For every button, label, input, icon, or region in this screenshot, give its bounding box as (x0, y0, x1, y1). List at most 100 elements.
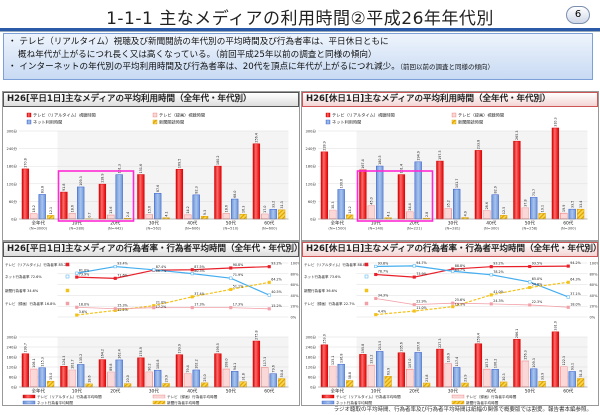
line-marker (412, 264, 416, 268)
data-label: 16.3 (241, 206, 245, 213)
newspaper-bar (277, 378, 286, 388)
legend-label: 新聞行為者平均時間 (167, 400, 200, 405)
line-marker (190, 295, 194, 299)
footnote: ラジオ聴取の平均時間、行為者率及び行為者平均時間は紙幅の関係で概要版では割愛。報… (333, 407, 592, 413)
data-label: 122.3 (562, 356, 566, 365)
line-series-label: ネット行為者率 72.6% (5, 274, 42, 279)
line-marker (412, 309, 416, 313)
legend-swatch (152, 400, 166, 405)
panel-title: H26[平日1日]主なメディアの平均利用時間（全年代・年代別） (3, 92, 299, 107)
recording-bar (30, 213, 38, 220)
line-marker (412, 275, 416, 279)
data-label: 108.1 (32, 358, 36, 367)
tv-bar (320, 151, 329, 220)
data-label: 28.6 (485, 202, 489, 209)
tv-bar (214, 353, 222, 388)
panel-holiday-rate: H26[休日1日]主なメディアの行為者率・行為者平均時間（全年代・年代別） 0%… (301, 241, 599, 406)
line-data-label: 73.9% (416, 272, 426, 276)
line-data-label: 15.2% (271, 304, 281, 308)
newspaper-bar (46, 215, 55, 220)
data-label: 82.9 (493, 186, 497, 193)
data-label: 117.4 (455, 357, 459, 366)
data-label: 12.5 (502, 207, 506, 214)
recording-bar (184, 373, 192, 388)
data-label: 151.6 (139, 164, 143, 173)
data-label: 107.0 (408, 359, 412, 368)
y-tick-label: 60分 (9, 375, 18, 380)
line-marker (229, 266, 233, 270)
data-label: 259.4 (477, 333, 481, 342)
data-label: 174.9 (139, 347, 143, 356)
net-bar (530, 368, 538, 388)
data-label: 23.9 (463, 374, 467, 381)
summary-bullet-1-cont: 概ね年代が上がるにつれ長く又は高くなっている。（前回平成25年以前の調査と同様の… (8, 49, 592, 62)
net-bar (231, 198, 239, 220)
right-axis-label: 40% (291, 294, 300, 298)
line-data-label: 87.5% (194, 265, 204, 269)
legend-label: ネット利用時間 (332, 119, 361, 126)
data-label: 4.1 (386, 211, 390, 216)
x-tick-label: 全年代 (32, 388, 46, 395)
y-tick-label: 120分 (7, 365, 18, 370)
data-label: 90.2 (148, 363, 152, 370)
line-data-label: 64.3% (570, 277, 580, 281)
line-marker (528, 280, 532, 284)
net-bar (376, 165, 384, 220)
recording-bar (145, 214, 153, 220)
tv-bar (98, 359, 107, 388)
x-tick-sublabel: (N=258) (522, 227, 538, 231)
y-tick-label: 120分 (7, 181, 18, 186)
newspaper-rate-line (375, 281, 569, 316)
tv-bar (474, 150, 483, 220)
line-data-label: 17.3% (194, 303, 204, 307)
recording-bar (406, 368, 414, 388)
tv-bar (175, 169, 184, 220)
data-label: 256.4 (255, 133, 259, 142)
data-label: 30.3 (331, 202, 335, 209)
data-label: 199.7 (24, 343, 28, 352)
net-bar (77, 364, 85, 388)
data-label: 180.5 (378, 155, 382, 164)
x-tick-label: 10代 (371, 388, 382, 395)
net-bar (337, 189, 345, 220)
line-marker (374, 296, 378, 301)
data-label: 151.4 (400, 164, 404, 173)
recording-bar (107, 371, 115, 388)
data-label: 20.9 (164, 375, 168, 382)
recording-bar (145, 371, 153, 388)
data-label: 4.1 (164, 211, 168, 216)
data-label: 0.7 (87, 212, 91, 217)
data-label: 91.8 (62, 184, 66, 191)
tv-bar (436, 160, 444, 220)
net-bar (269, 373, 277, 388)
line-marker (229, 306, 233, 310)
line-data-label: 78.7% (378, 270, 388, 274)
net-bar (192, 194, 200, 220)
y-tick-label: 180分 (7, 164, 18, 169)
line-series-label: テレビ（リアルタイム）行為者率 88.8% (304, 262, 369, 267)
y-tick-label: 240分 (7, 146, 18, 151)
panel-holiday-average: H26[休日1日]主なメディアの平均利用時間（全年代・年代別） 0分 60分 120… (301, 91, 599, 241)
legend-swatch (451, 112, 457, 118)
newspaper-bar (576, 208, 585, 220)
data-label: 31.8 (241, 373, 245, 380)
legend-swatch (325, 112, 331, 118)
x-tick-sublabel: (N=510) (223, 227, 239, 231)
line-legend-marker (364, 288, 369, 293)
data-label: 30.3 (502, 373, 506, 380)
line-legend-marker (364, 262, 369, 267)
data-label: 14.2 (348, 206, 352, 213)
net-bar (269, 209, 277, 220)
line-data-label: 71.6% (117, 273, 127, 277)
recording-bar (483, 210, 491, 220)
x-tick-label: 40代 (187, 388, 198, 395)
right-axis-label: 20% (590, 305, 599, 309)
legend-label: 新聞閲読時間 (458, 119, 483, 126)
line-marker (190, 272, 194, 276)
data-label: 2.4 (126, 212, 130, 217)
y-tick-label: 180分 (306, 164, 317, 169)
data-label: 117.3 (263, 357, 267, 366)
data-label: 205.6 (400, 342, 404, 351)
x-tick-label: 60代 (563, 220, 574, 227)
